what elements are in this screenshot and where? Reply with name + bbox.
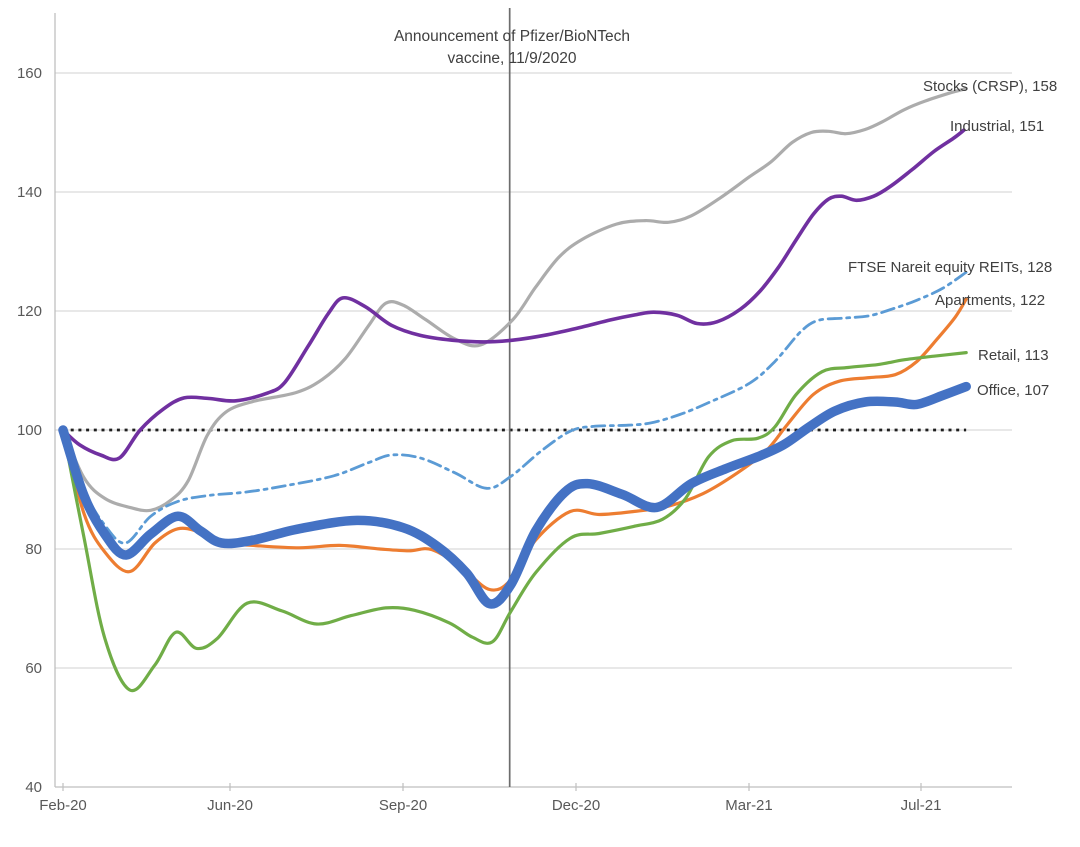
series-lines-group xyxy=(58,86,971,693)
series-line-retail xyxy=(61,351,968,693)
x-axis-label-Jul-21: Jul-21 xyxy=(901,797,942,814)
x-axis-label-Sep-20: Sep-20 xyxy=(379,797,427,814)
y-axis-label-60: 60 xyxy=(25,660,42,677)
x-axis-label-Feb-20: Feb-20 xyxy=(39,797,87,814)
series-labels-group: Stocks (CRSP), 158 Industrial, 151 FTSE Na… xyxy=(848,78,1057,399)
series-line-apartments xyxy=(61,297,968,592)
annotation-line1: Announcement of Pfizer/BioNTech xyxy=(394,28,630,45)
axes-group: 40 60 80 100 120 140 160 Feb-20 Jun-20 Sep-20 Dec-… xyxy=(17,13,1012,814)
series-label-apartments: Apartments, 122 xyxy=(935,292,1045,309)
y-axis-label-80: 80 xyxy=(25,541,42,558)
series-line-office xyxy=(58,381,971,609)
series-line-industrial xyxy=(61,128,966,462)
y-axis-label-100: 100 xyxy=(17,422,42,439)
y-axis-label-160: 160 xyxy=(17,65,42,82)
series-label-ftse-nareit: FTSE Nareit equity REITs, 128 xyxy=(848,259,1052,276)
annotation-group: Announcement of Pfizer/BioNTech vaccine,… xyxy=(394,28,630,67)
series-label-office: Office, 107 xyxy=(977,382,1049,399)
y-axis-label-120: 120 xyxy=(17,303,42,320)
series-label-industrial: Industrial, 151 xyxy=(950,118,1044,135)
series-label-retail: Retail, 113 xyxy=(978,347,1049,364)
x-axis-label-Jun-20: Jun-20 xyxy=(207,797,253,814)
gridlines-group xyxy=(55,72,1012,669)
series-label-stocks: Stocks (CRSP), 158 xyxy=(923,78,1057,95)
annotation-line2: vaccine, 11/9/2020 xyxy=(448,50,577,67)
x-axis-label-Dec-20: Dec-20 xyxy=(552,797,600,814)
series-line-ftse-nareit xyxy=(61,270,968,545)
y-axis-label-40: 40 xyxy=(25,779,42,796)
x-axis-label-Mar-21: Mar-21 xyxy=(725,797,773,814)
series-line-stocks xyxy=(61,86,968,513)
y-axis-label-140: 140 xyxy=(17,184,42,201)
